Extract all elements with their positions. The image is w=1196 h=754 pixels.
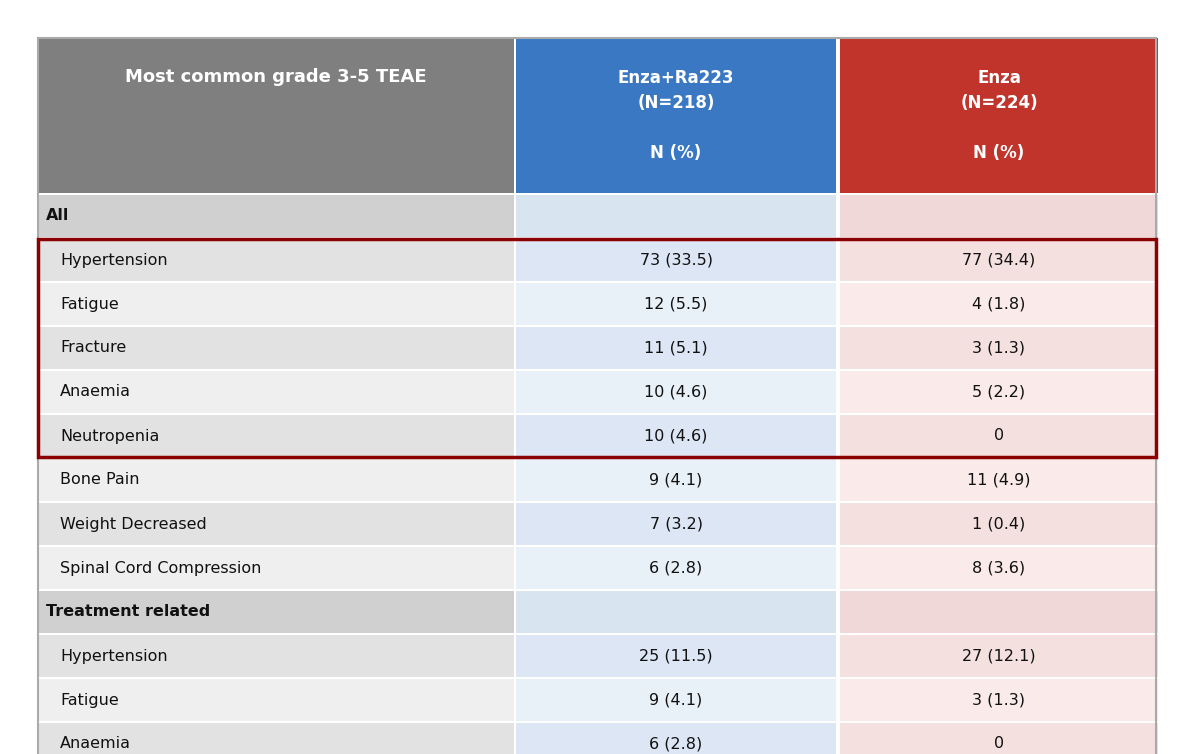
Text: Enza+Ra223
(N=218)

N (%): Enza+Ra223 (N=218) N (%) bbox=[618, 69, 734, 162]
Text: Anaemia: Anaemia bbox=[60, 385, 132, 400]
Bar bbox=[840, 547, 1158, 589]
Text: 10 (4.6): 10 (4.6) bbox=[645, 428, 708, 443]
Text: Spinal Cord Compression: Spinal Cord Compression bbox=[60, 560, 262, 575]
Bar bbox=[515, 327, 836, 369]
Text: 4 (1.8): 4 (1.8) bbox=[972, 296, 1026, 311]
Bar bbox=[38, 283, 514, 325]
Bar bbox=[38, 371, 514, 413]
Bar bbox=[38, 38, 514, 193]
Bar bbox=[840, 38, 1158, 193]
Bar bbox=[840, 503, 1158, 545]
Text: Enza
(N=224)

N (%): Enza (N=224) N (%) bbox=[960, 69, 1038, 162]
Bar bbox=[38, 459, 514, 501]
Text: 6 (2.8): 6 (2.8) bbox=[649, 560, 702, 575]
Bar bbox=[515, 591, 836, 633]
Bar bbox=[38, 591, 514, 633]
Text: Neutropenia: Neutropenia bbox=[60, 428, 159, 443]
Bar bbox=[38, 503, 514, 545]
Text: 11 (4.9): 11 (4.9) bbox=[968, 473, 1031, 488]
Text: Hypertension: Hypertension bbox=[60, 253, 167, 268]
Bar bbox=[515, 679, 836, 721]
Text: 5 (2.2): 5 (2.2) bbox=[972, 385, 1025, 400]
Bar bbox=[840, 679, 1158, 721]
Text: 77 (34.4): 77 (34.4) bbox=[963, 253, 1036, 268]
Bar bbox=[840, 195, 1158, 237]
Bar bbox=[38, 327, 514, 369]
Bar bbox=[515, 503, 836, 545]
Bar bbox=[840, 371, 1158, 413]
Text: 8 (3.6): 8 (3.6) bbox=[972, 560, 1025, 575]
Bar bbox=[840, 723, 1158, 754]
Text: 0: 0 bbox=[994, 737, 1005, 752]
Text: 3 (1.3): 3 (1.3) bbox=[972, 341, 1025, 355]
Bar bbox=[840, 239, 1158, 281]
Text: 0: 0 bbox=[994, 428, 1005, 443]
Text: Anaemia: Anaemia bbox=[60, 737, 132, 752]
Bar bbox=[515, 635, 836, 677]
Bar bbox=[840, 415, 1158, 457]
Bar bbox=[515, 547, 836, 589]
Bar bbox=[515, 723, 836, 754]
Bar bbox=[840, 283, 1158, 325]
Text: Weight Decreased: Weight Decreased bbox=[60, 516, 207, 532]
Text: All: All bbox=[45, 209, 69, 223]
Text: 9 (4.1): 9 (4.1) bbox=[649, 692, 702, 707]
Bar bbox=[38, 547, 514, 589]
Bar bbox=[38, 239, 514, 281]
Bar bbox=[515, 239, 836, 281]
Text: Fracture: Fracture bbox=[60, 341, 127, 355]
Bar bbox=[38, 415, 514, 457]
Bar bbox=[515, 371, 836, 413]
Bar bbox=[840, 327, 1158, 369]
Bar bbox=[515, 38, 836, 193]
Bar bbox=[515, 459, 836, 501]
Text: 73 (33.5): 73 (33.5) bbox=[640, 253, 713, 268]
Bar bbox=[515, 283, 836, 325]
Text: Fatigue: Fatigue bbox=[60, 692, 118, 707]
Text: Hypertension: Hypertension bbox=[60, 648, 167, 664]
Bar bbox=[840, 591, 1158, 633]
Text: Fatigue: Fatigue bbox=[60, 296, 118, 311]
Text: 7 (3.2): 7 (3.2) bbox=[649, 516, 702, 532]
Text: Bone Pain: Bone Pain bbox=[60, 473, 140, 488]
Bar bbox=[38, 679, 514, 721]
Text: 3 (1.3): 3 (1.3) bbox=[972, 692, 1025, 707]
Bar bbox=[38, 195, 514, 237]
Bar bbox=[840, 459, 1158, 501]
Bar bbox=[515, 415, 836, 457]
Text: 25 (11.5): 25 (11.5) bbox=[639, 648, 713, 664]
Bar bbox=[38, 239, 1157, 457]
Bar bbox=[38, 635, 514, 677]
Bar bbox=[840, 635, 1158, 677]
Text: 9 (4.1): 9 (4.1) bbox=[649, 473, 702, 488]
Text: 11 (5.1): 11 (5.1) bbox=[645, 341, 708, 355]
Text: 27 (12.1): 27 (12.1) bbox=[963, 648, 1036, 664]
Text: 12 (5.5): 12 (5.5) bbox=[645, 296, 708, 311]
Text: 6 (2.8): 6 (2.8) bbox=[649, 737, 702, 752]
Text: Treatment related: Treatment related bbox=[45, 605, 210, 620]
Text: 1 (0.4): 1 (0.4) bbox=[972, 516, 1026, 532]
Text: Most common grade 3-5 TEAE: Most common grade 3-5 TEAE bbox=[126, 68, 427, 86]
Text: 10 (4.6): 10 (4.6) bbox=[645, 385, 708, 400]
Bar bbox=[515, 195, 836, 237]
Bar bbox=[38, 723, 514, 754]
